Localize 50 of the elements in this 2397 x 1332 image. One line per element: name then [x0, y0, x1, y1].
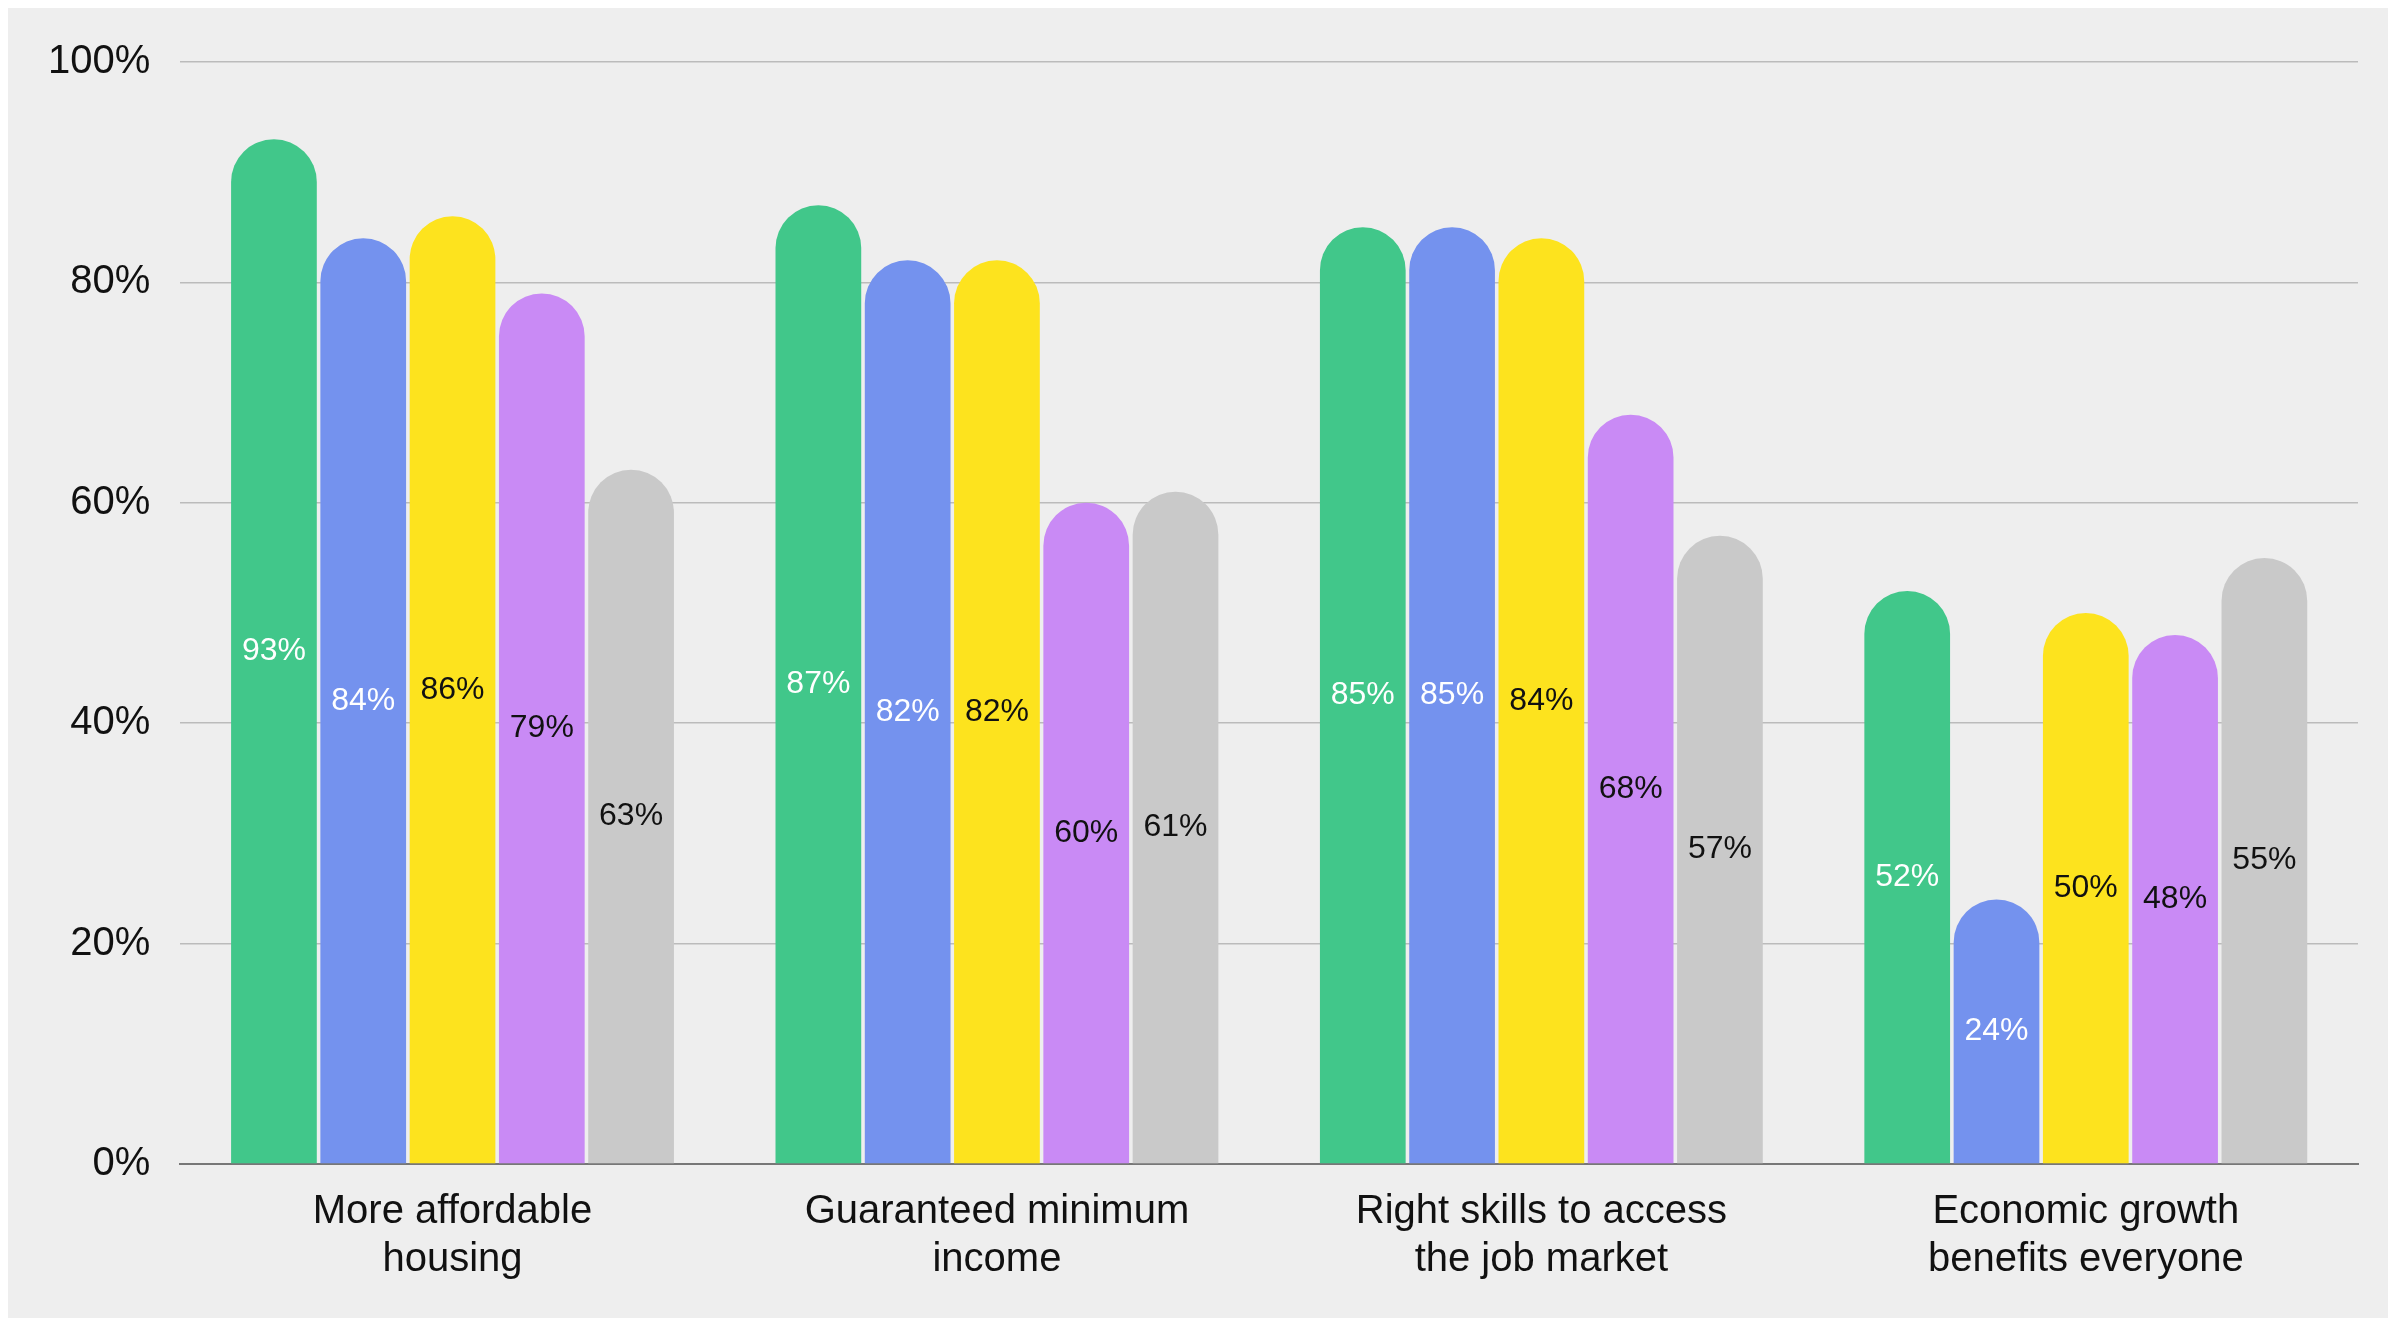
- bar: [1498, 238, 1585, 1164]
- data-label: 24%: [1964, 1011, 2029, 1048]
- x-tick-label: Economic growth benefits everyone: [1927, 1187, 2244, 1280]
- bar: [409, 216, 496, 1164]
- data-label: 79%: [509, 708, 574, 745]
- bar: [588, 469, 674, 1164]
- y-tick-label: 40%: [70, 698, 151, 743]
- bar: [2132, 635, 2218, 1164]
- data-label: 84%: [1509, 680, 1574, 717]
- data-label: 48%: [2143, 878, 2208, 915]
- y-tick-label: 80%: [70, 257, 151, 302]
- data-label: 55%: [2232, 840, 2297, 877]
- y-tick-label: 60%: [70, 477, 151, 522]
- y-tick-label: 0%: [92, 1139, 151, 1184]
- bar: [1132, 491, 1219, 1164]
- x-tick-label: Guaranteed minimum income: [804, 1187, 1190, 1280]
- bar: [864, 260, 951, 1164]
- bar: [1677, 535, 1763, 1164]
- bar: [1864, 590, 1951, 1164]
- x-tick-label: More affordable housing: [312, 1187, 593, 1280]
- bar: [2221, 557, 2308, 1164]
- bar: [775, 205, 862, 1164]
- bar: [1953, 899, 2040, 1164]
- x-tick-label: Right skills to access the job market: [1355, 1187, 1727, 1280]
- bar: [320, 238, 407, 1164]
- data-label: 57%: [1687, 829, 1752, 866]
- data-label: 61%: [1143, 807, 1208, 844]
- bar: [1587, 414, 1674, 1164]
- data-label: 52%: [1875, 856, 1940, 893]
- data-label: 86%: [420, 669, 485, 706]
- data-label: 68%: [1598, 768, 1663, 805]
- bar: [1319, 227, 1406, 1164]
- bar: [231, 139, 317, 1164]
- data-label: 93%: [241, 631, 306, 668]
- bar: [954, 260, 1040, 1164]
- data-label: 82%: [875, 691, 940, 728]
- data-label: 85%: [1330, 675, 1395, 712]
- data-label: 87%: [786, 664, 851, 701]
- data-label: 84%: [331, 680, 396, 717]
- data-label: 82%: [964, 691, 1029, 728]
- data-label: 85%: [1420, 675, 1485, 712]
- y-tick-label: 100%: [47, 37, 151, 82]
- y-tick-label: 20%: [70, 918, 151, 963]
- bar: [498, 293, 585, 1164]
- data-label: 60%: [1054, 812, 1119, 849]
- bar: [1043, 502, 1130, 1164]
- bar: [2042, 613, 2129, 1164]
- data-label: 50%: [2053, 867, 2118, 904]
- data-label: 63%: [599, 796, 664, 833]
- bar: [1409, 227, 1495, 1164]
